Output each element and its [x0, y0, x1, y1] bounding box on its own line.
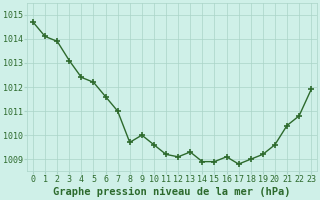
X-axis label: Graphe pression niveau de la mer (hPa): Graphe pression niveau de la mer (hPa) [53, 187, 291, 197]
